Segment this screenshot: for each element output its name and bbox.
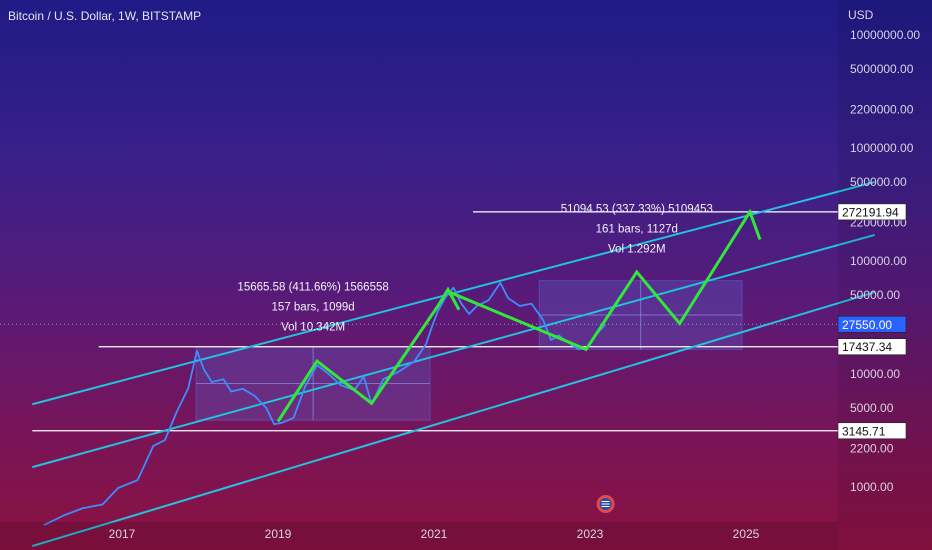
y-tick-label: 50000.00: [850, 288, 900, 302]
flag-stripe: [601, 501, 610, 502]
flag-stripe: [601, 503, 610, 505]
measurement-label: Vol 10.342M: [281, 321, 345, 333]
level-price-tag-bg: [837, 422, 907, 440]
chart-title: Bitcoin / U.S. Dollar, 1W, BITSTAMP: [8, 9, 202, 23]
time-scale-panel[interactable]: [0, 522, 838, 550]
trend-channel-line: [32, 233, 875, 469]
trend-channel-line: [32, 291, 875, 548]
projection-path: [276, 208, 762, 423]
last-price-tag-bg: [837, 315, 907, 333]
flag-stripe: [601, 506, 610, 507]
x-tick-label: 2023: [577, 527, 604, 541]
measurement-label: 157 bars, 1099d: [272, 301, 355, 313]
measurement-label: Vol 1.292M: [608, 243, 666, 255]
measurement-label: 51094.53 (337.33%) 5109453: [561, 203, 713, 215]
price-scale-panel[interactable]: [838, 0, 932, 550]
y-tick-label: 2200.00: [850, 441, 894, 455]
level-price-tag: 272191.94: [842, 205, 899, 219]
measurement-label: 161 bars, 1127d: [596, 223, 678, 235]
y-tick-label: 100000.00: [850, 254, 907, 268]
x-tick-label: 2017: [109, 527, 136, 541]
x-tick-label: 2025: [733, 527, 760, 541]
level-price-tag-bg: [837, 338, 907, 356]
x-tick-label: 2019: [265, 527, 292, 541]
y-tick-label: 5000000.00: [850, 62, 914, 76]
level-price-tag: 3145.71: [842, 424, 886, 438]
y-tick-label: 500000.00: [850, 175, 907, 189]
y-tick-label: 1000.00: [850, 480, 894, 494]
level-price-tag: 17437.34: [842, 340, 892, 354]
y-tick-label: 10000000.00: [850, 28, 920, 42]
y-tick-label: 5000.00: [850, 401, 894, 415]
level-price-tag-bg: [837, 203, 907, 221]
y-tick-label: 10000.00: [850, 367, 900, 381]
price-line: [43, 282, 607, 526]
currency-label: USD: [848, 8, 874, 22]
x-tick-label: 2021: [421, 527, 448, 541]
measurement-label: 15665.58 (411.66%) 1566558: [237, 281, 388, 293]
y-tick-label: 2200000.00: [850, 102, 914, 116]
last-price-tag: 27550.00: [842, 318, 892, 332]
y-tick-label: 1000000.00: [850, 141, 914, 155]
